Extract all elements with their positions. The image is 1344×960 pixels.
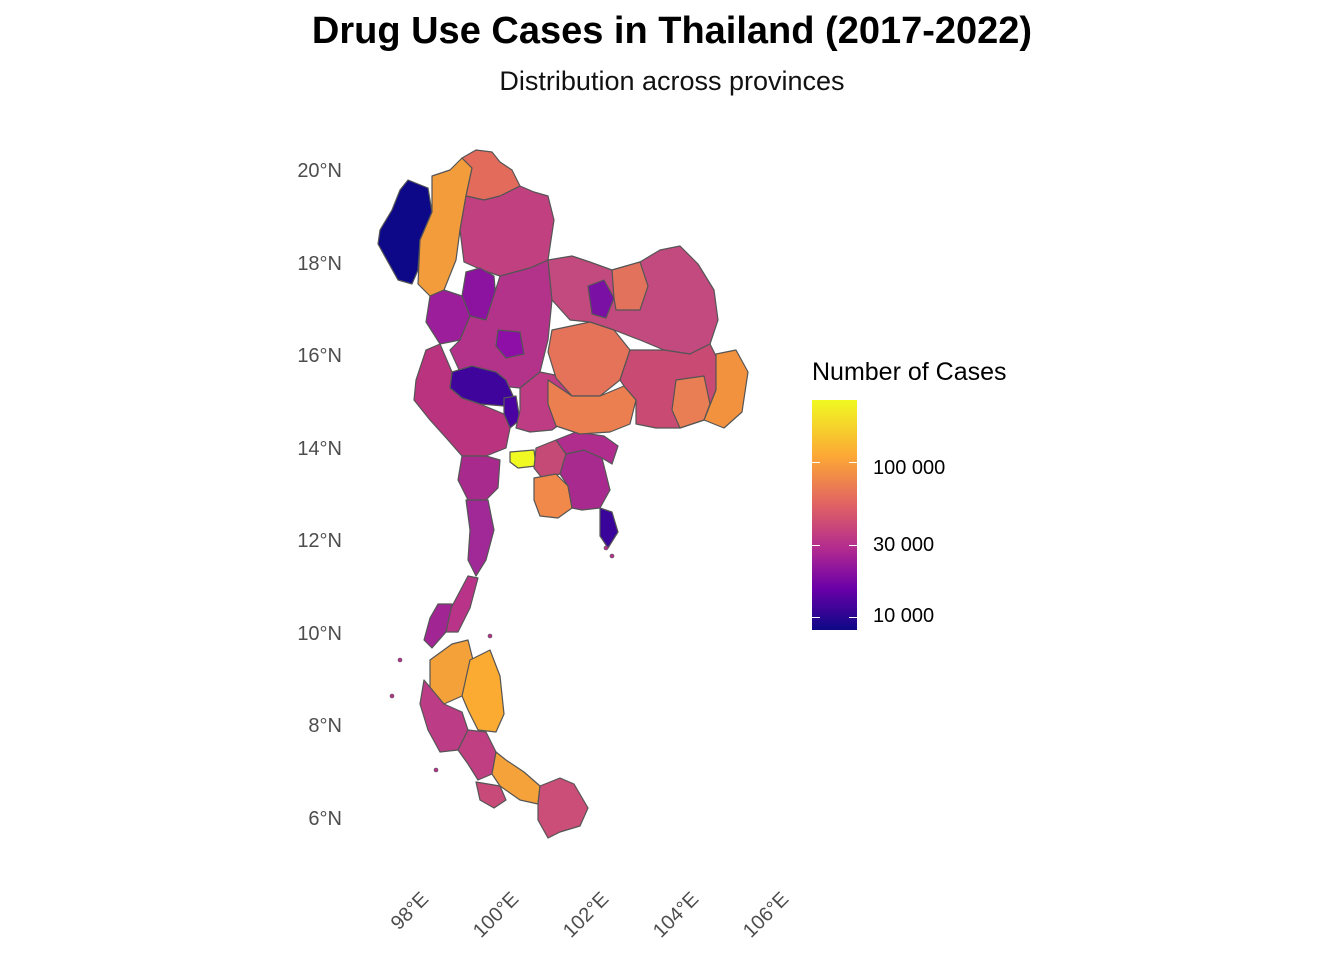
lat-label-14n: 14°N bbox=[297, 438, 342, 460]
province-khon-kaen[interactable] bbox=[547, 321, 631, 397]
chart-subtitle: Distribution across provinces bbox=[499, 66, 845, 96]
province-kanchanaburi[interactable] bbox=[413, 343, 511, 457]
province-ratchaburi[interactable] bbox=[457, 455, 501, 501]
legend-tick-30000-right bbox=[849, 545, 857, 546]
lat-label-8n: 8°N bbox=[308, 715, 342, 737]
lat-label-18n: 18°N bbox=[297, 253, 342, 275]
province-uthai-thani[interactable] bbox=[503, 395, 521, 429]
province-deep-south[interactable] bbox=[537, 777, 589, 839]
lat-label-16n: 16°N bbox=[297, 345, 342, 367]
legend-tick-10000-left bbox=[812, 617, 820, 618]
province-nakhon-si-thammarat[interactable] bbox=[461, 649, 505, 733]
province-bangkok[interactable] bbox=[509, 449, 537, 469]
legend-label-30000: 30 000 bbox=[873, 534, 935, 556]
legend-tick-100000-right bbox=[849, 462, 857, 463]
legend-colorbar bbox=[812, 400, 857, 630]
province-udon-thani[interactable] bbox=[587, 279, 615, 319]
province-chonburi[interactable] bbox=[533, 473, 573, 519]
chart-title: Drug Use Cases in Thailand (2017-2022) bbox=[311, 10, 1033, 52]
legend-tick-10000-right bbox=[849, 617, 857, 618]
legend-tick-100000-left bbox=[812, 462, 820, 463]
province-trat[interactable] bbox=[599, 507, 619, 549]
legend-tick-30000-left bbox=[812, 545, 820, 546]
lat-label-12n: 12°N bbox=[297, 530, 342, 552]
province-roi-et[interactable] bbox=[671, 375, 711, 429]
lat-label-20n: 20°N bbox=[297, 160, 342, 182]
lat-label-6n: 6°N bbox=[308, 808, 342, 830]
province-northern-upper[interactable] bbox=[459, 185, 555, 277]
province-phitsanulok[interactable] bbox=[495, 329, 525, 359]
province-trang[interactable] bbox=[457, 729, 497, 781]
province-satun[interactable] bbox=[475, 781, 507, 809]
lat-label-10n: 10°N bbox=[297, 623, 342, 645]
legend-title: Number of Cases bbox=[812, 358, 1007, 386]
legend-label-100000: 100 000 bbox=[873, 457, 946, 479]
province-nong-khai[interactable] bbox=[611, 261, 649, 311]
province-prachuap[interactable] bbox=[465, 499, 495, 577]
province-ranong[interactable] bbox=[423, 603, 453, 649]
legend-label-10000: 10 000 bbox=[873, 605, 935, 627]
province-ubon[interactable] bbox=[703, 349, 749, 429]
province-nakhon-ratchasima[interactable] bbox=[547, 379, 637, 435]
